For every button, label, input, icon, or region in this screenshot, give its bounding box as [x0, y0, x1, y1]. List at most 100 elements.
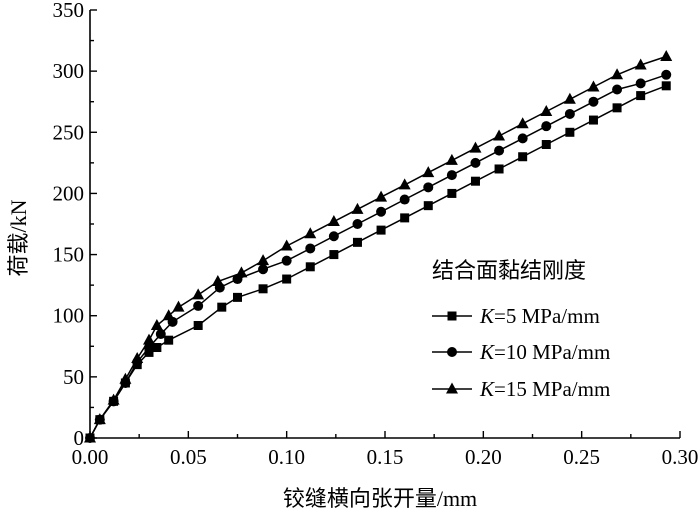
x-tick-label: 0.10: [268, 445, 305, 469]
data-point-triangle: [493, 129, 506, 141]
legend: 结合面黏结刚度 K=5 MPa/mmK=10 MPa/mmK=15 MPa/mm: [432, 258, 610, 401]
data-point-circle: [423, 182, 434, 193]
data-point-square: [258, 284, 268, 294]
data-point-circle: [328, 231, 339, 242]
data-point-circle: [635, 78, 646, 89]
legend-entry-circle: K=10 MPa/mm: [432, 340, 610, 364]
data-point-triangle: [93, 413, 106, 425]
data-point-triangle: [422, 166, 435, 178]
legend-title: 结合面黏结刚度: [432, 258, 586, 283]
data-point-triangle: [304, 227, 317, 239]
data-point-circle: [661, 69, 672, 80]
data-point-triangle: [280, 239, 293, 251]
data-point-triangle: [634, 58, 647, 70]
data-point-square: [518, 152, 528, 162]
axes: 0.00 0.05 0.10 0.15 0.20 0.25 0.30 0 50 100 150 200…: [53, 0, 699, 469]
data-point-square: [400, 213, 410, 223]
y-tick-label: 300: [53, 59, 85, 83]
data-point-circle: [258, 264, 269, 275]
data-point-triangle: [150, 318, 163, 330]
data-point-circle: [612, 84, 623, 95]
data-point-square: [423, 201, 433, 211]
data-point-triangle: [192, 288, 205, 300]
legend-marker-triangle: [446, 382, 458, 394]
x-tick-label: 0.20: [465, 445, 502, 469]
data-point-circle: [541, 121, 552, 132]
legend-marker-circle: [447, 347, 457, 357]
data-point-circle: [470, 157, 481, 168]
data-point-triangle: [162, 309, 175, 321]
data-point-triangle: [398, 178, 411, 190]
data-point-triangle: [131, 352, 144, 364]
data-point-circle: [446, 170, 457, 181]
data-point-square: [352, 237, 362, 247]
legend-label-variable: K: [479, 340, 495, 364]
data-point-square: [447, 188, 457, 198]
data-point-square: [164, 335, 174, 345]
data-point-triangle: [660, 49, 673, 61]
data-point-square: [152, 343, 162, 353]
data-point-triangle: [445, 153, 458, 165]
data-point-triangle: [375, 190, 388, 202]
data-point-square: [193, 320, 203, 330]
x-tick-label: 0.00: [72, 445, 109, 469]
y-axis-label: 荷载/kN: [6, 199, 31, 276]
data-point-circle: [399, 194, 410, 205]
series-circle: [85, 69, 672, 443]
data-point-square: [565, 127, 575, 137]
data-point-triangle: [143, 333, 155, 345]
data-point-square: [588, 115, 598, 125]
y-tick-label: 200: [53, 181, 85, 205]
legend-entry-square: K=5 MPa/mm: [432, 304, 600, 328]
legend-label: K=15 MPa/mm: [479, 377, 610, 401]
legend-marker-square: [447, 311, 457, 321]
legend-label-variable: K: [479, 304, 495, 328]
data-point-circle: [193, 300, 204, 311]
data-point-circle: [305, 243, 316, 254]
data-point-circle: [564, 108, 575, 119]
data-point-triangle: [469, 141, 482, 153]
y-tick-label: 50: [63, 365, 84, 389]
data-point-circle: [517, 133, 528, 144]
data-point-triangle: [257, 254, 270, 266]
data-point-triangle: [211, 274, 224, 286]
y-tick-label: 0: [74, 426, 85, 450]
y-tick-label: 350: [53, 0, 85, 22]
data-point-triangle: [611, 68, 624, 80]
series-layer: [84, 49, 673, 443]
data-point-square: [329, 250, 339, 260]
legend-label: K=10 MPa/mm: [479, 340, 610, 364]
data-point-triangle: [516, 117, 529, 129]
data-point-square: [282, 274, 292, 284]
data-point-square: [376, 225, 386, 235]
data-point-triangle: [587, 80, 600, 92]
series-triangle: [84, 49, 673, 443]
data-point-triangle: [107, 393, 120, 405]
legend-label-value: =5 MPa/mm: [494, 304, 600, 328]
data-point-circle: [588, 96, 599, 107]
data-point-square: [233, 292, 242, 302]
y-tick-label: 250: [53, 120, 85, 144]
data-point-triangle: [119, 372, 132, 384]
data-point-circle: [376, 206, 387, 217]
data-point-triangle: [351, 202, 364, 214]
y-tick-label: 100: [53, 304, 85, 328]
data-point-circle: [352, 219, 363, 229]
data-point-triangle: [235, 266, 248, 278]
data-point-circle: [494, 145, 505, 156]
data-point-triangle: [84, 431, 96, 443]
x-tick-label: 0.15: [367, 445, 404, 469]
data-point-square: [470, 176, 480, 186]
data-point-circle: [155, 329, 166, 340]
legend-label-value: =15 MPa/mm: [494, 377, 610, 401]
x-tick-label: 0.25: [563, 445, 600, 469]
data-point-circle: [281, 255, 292, 266]
y-tick-label: 150: [53, 243, 85, 267]
legend-label-variable: K: [479, 377, 495, 401]
data-point-square: [305, 262, 315, 272]
data-point-triangle: [540, 104, 553, 116]
data-point-square: [541, 140, 551, 150]
data-point-square: [217, 302, 227, 312]
data-point-square: [494, 164, 504, 174]
